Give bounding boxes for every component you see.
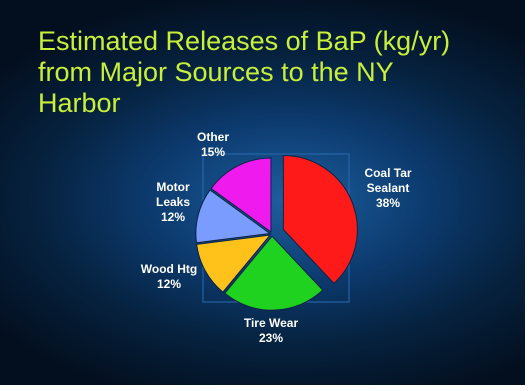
pie-slices xyxy=(195,155,358,311)
title-line-1: Estimated Releases of BaP (kg/yr) xyxy=(38,26,451,56)
slice-label-coal-tar: Coal Tar Sealant 38% xyxy=(352,166,424,211)
slice-label-motor-leaks-pct: 12% xyxy=(160,210,186,224)
slice-label-motor-leaks-line-1: Motor xyxy=(156,180,190,194)
pie-slice-wood-htg xyxy=(196,234,272,293)
pie-slice-coal-tar xyxy=(282,155,358,285)
slice-label-other-pct: 15% xyxy=(200,145,226,159)
pie-chart xyxy=(195,153,358,311)
title-line-2: from Major Sources to the NY xyxy=(38,57,394,87)
slice-label-other: Other 15% xyxy=(188,130,238,160)
pie-slice-other xyxy=(210,157,272,234)
slice-label-wood-htg-pct: 12% xyxy=(156,277,182,291)
slice-label-coal-tar-pct: 38% xyxy=(375,196,401,210)
title-line-3: Harbor xyxy=(38,88,121,118)
slice-label-tire-wear-pct: 23% xyxy=(258,331,284,345)
slice-label-other-line-1: Other xyxy=(196,130,229,144)
slice-label-tire-wear-line-1: Tire Wear xyxy=(243,316,299,330)
slice-label-wood-htg-line-1: Wood Htg xyxy=(140,262,198,276)
slice-label-tire-wear: Tire Wear 23% xyxy=(226,316,316,346)
pie-slice-tire-wear xyxy=(224,235,324,311)
slice-label-coal-tar-line-2: Sealant xyxy=(366,181,410,195)
slice-label-motor-leaks-line-2: Leaks xyxy=(155,195,191,209)
slice-label-wood-htg: Wood Htg 12% xyxy=(130,262,208,292)
slice-label-motor-leaks: Motor Leaks 12% xyxy=(148,180,198,225)
pie-slice-motor-leaks xyxy=(195,189,272,244)
slice-label-coal-tar-line-1: Coal Tar xyxy=(364,166,412,180)
slide-title: Estimated Releases of BaP (kg/yr) from M… xyxy=(38,26,508,119)
